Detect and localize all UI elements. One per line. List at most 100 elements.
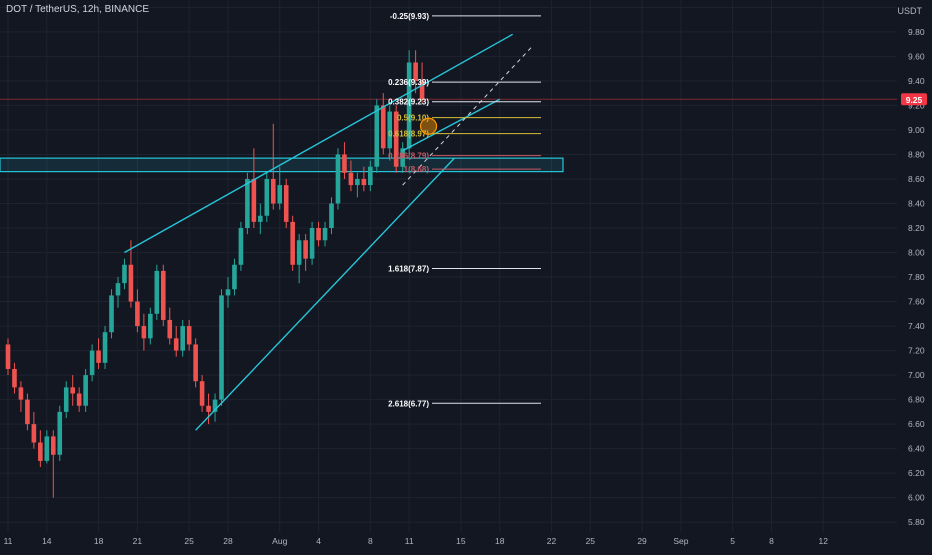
candle [63, 381, 69, 418]
price-tick-label: 9.20 [908, 100, 925, 110]
fib-label: 0.5(9.10) [397, 114, 429, 123]
fib-level: 1.618(7.87) [388, 264, 541, 273]
candle [348, 160, 354, 192]
candle-body [148, 313, 153, 339]
time-tick-label: 8 [368, 536, 373, 546]
candle-body [232, 264, 237, 290]
price-tick-label: 5.80 [908, 517, 925, 527]
candle [413, 50, 418, 94]
price-tick-label: 7.60 [908, 297, 925, 307]
candle-body [193, 344, 198, 382]
time-axis: 11 14 18 21 25 28 Aug 4 8 11 15 18 22 25 29 Sep 5 8 12 [4, 536, 829, 546]
candle [135, 289, 140, 333]
price-tick-label: 9.60 [908, 51, 925, 61]
time-tick-label: 28 [223, 536, 233, 546]
candle-body [44, 436, 50, 461]
candle [361, 166, 367, 192]
candle-body [348, 172, 354, 186]
candle [342, 142, 347, 179]
channel-trendline [402, 98, 501, 152]
candle [303, 234, 308, 271]
price-tick-label: 7.20 [908, 346, 925, 356]
candle-body [335, 154, 341, 204]
currency-label: USDT [897, 6, 923, 16]
candle [160, 264, 166, 327]
candle [329, 197, 334, 235]
candle-body [322, 228, 328, 241]
candle [316, 221, 321, 247]
candle-body [238, 228, 244, 265]
candle [225, 277, 231, 308]
candle-body [122, 264, 127, 284]
candle-body [173, 338, 179, 351]
time-tick-label: 11 [4, 536, 13, 546]
time-tick-label: 18 [94, 536, 104, 546]
candle [380, 93, 386, 155]
candle-body [413, 62, 418, 81]
candle-body [5, 344, 11, 369]
candle-body [316, 228, 321, 241]
candle-body [141, 326, 147, 339]
candle [264, 172, 270, 222]
candle-body [212, 399, 218, 412]
candle-body [219, 295, 224, 400]
candle [419, 62, 425, 103]
price-tick-label: 6.40 [908, 444, 925, 454]
candle [393, 105, 399, 173]
candle [296, 234, 302, 284]
time-tick-label: Aug [272, 536, 287, 546]
candle [270, 123, 276, 210]
candle-body [83, 375, 88, 406]
candle-body [128, 264, 134, 302]
candle [232, 258, 237, 296]
candle [102, 326, 108, 369]
price-tick-label: 9.00 [908, 125, 925, 135]
candle [12, 362, 17, 394]
candle [89, 344, 95, 382]
candle [206, 393, 211, 425]
candle-body [180, 326, 185, 351]
fib-label: 0.236(9.39) [388, 78, 429, 87]
candle-body [12, 368, 17, 388]
candle [18, 381, 24, 412]
fib-level: -0.25(9.93) [390, 12, 541, 21]
candle [355, 172, 360, 198]
candle-body [31, 424, 37, 443]
fib-levels: -0.25(9.93) 0.236(9.39) 0.382(9.23) 0.5(9.1… [388, 12, 541, 408]
fib-label: 1(8.68) [404, 165, 430, 174]
candle [44, 430, 50, 464]
candle-body [283, 185, 289, 222]
candle-body [70, 387, 75, 394]
candle-body [115, 283, 121, 296]
candle [154, 264, 160, 320]
candle [109, 289, 114, 339]
candle-body [264, 178, 270, 216]
candle [186, 319, 192, 351]
candle [122, 258, 127, 290]
time-tick-label: 25 [586, 536, 596, 546]
candle [76, 387, 82, 412]
candle-body [89, 350, 95, 376]
symbol-title[interactable]: DOT / TetherUS, 12h, BINANCE [6, 4, 150, 15]
time-tick-label: 11 [405, 536, 414, 546]
time-tick-label: 12 [818, 536, 828, 546]
candle [368, 160, 373, 192]
price-tick-label: 7.80 [908, 272, 925, 282]
fib-level: 0.5(9.10) [397, 114, 541, 123]
wedge-lower-trendline [195, 157, 455, 431]
price-tick-label: 9.80 [908, 27, 925, 37]
candle [238, 221, 244, 271]
candle [283, 178, 289, 228]
candle-body [167, 319, 173, 339]
candle [199, 375, 205, 412]
candle [5, 338, 11, 376]
price-tick-label: 6.80 [908, 395, 925, 405]
price-tick-label: 7.00 [908, 370, 925, 380]
candle-body [251, 178, 257, 222]
candle-body [57, 411, 63, 455]
candle-body [380, 105, 386, 149]
candle-body [374, 105, 380, 167]
candle-body [361, 178, 367, 186]
